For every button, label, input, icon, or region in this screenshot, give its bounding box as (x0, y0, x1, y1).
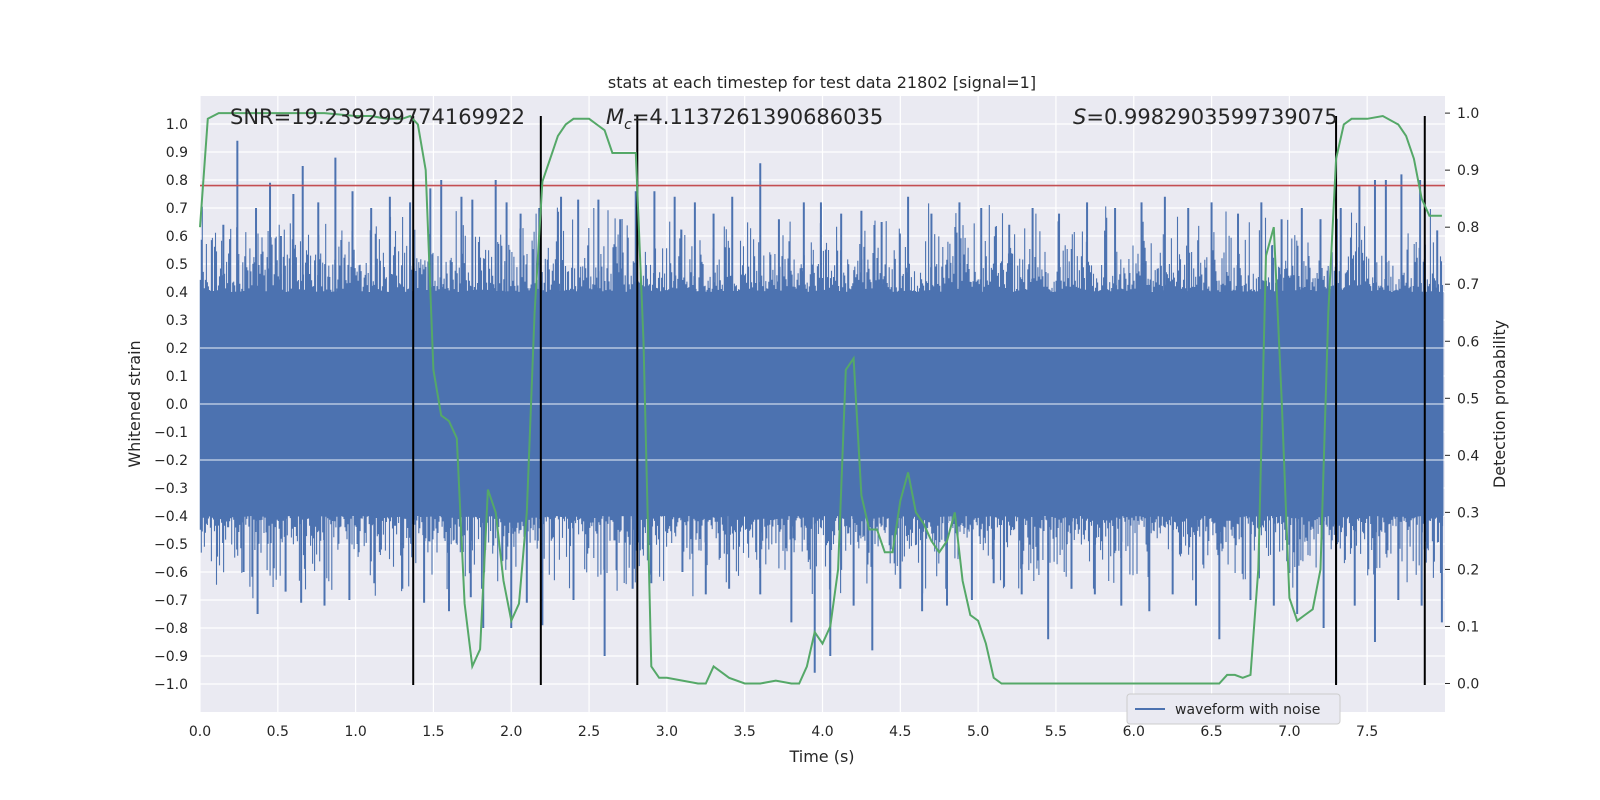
y2-tick-labels: 0.0 0.1 0.2 0.3 0.4 0.5 0.6 0.7 0.8 0.9 1.0 (1445, 106, 1479, 692)
probability-line (199, 112, 1442, 685)
y-tick-label: 0.9 (166, 145, 188, 161)
overlay-layer (200, 116, 1445, 685)
x-tick-label: 5.5 (1045, 724, 1067, 740)
chart-title: stats at each timestep for test data 218… (608, 73, 1036, 92)
x-tick-label: 6.5 (1200, 724, 1222, 740)
x-tick-label: 3.5 (734, 724, 756, 740)
y2-tick-label: 0.5 (1457, 391, 1479, 407)
y-tick-labels: −1.0 −0.9 −0.8 −0.7 −0.6 −0.5 −0.4 −0.3 −0.2 −0.1… (154, 117, 188, 693)
y-tick-label: 0.8 (166, 173, 188, 189)
annotation-chirp-mass-value: =4.1137261390686035 (632, 105, 883, 129)
y2-tick-label: 1.0 (1457, 106, 1479, 122)
y-tick-label: 1.0 (166, 117, 188, 133)
y-tick-label: −0.3 (154, 481, 188, 497)
annotation-chirp-mass: Mc=4.1137261390686035 (606, 105, 883, 133)
x-tick-label: 5.0 (967, 724, 989, 740)
legend: waveform with noise (1126, 693, 1341, 725)
waveform-line (199, 203, 1444, 599)
x-axis-label: Time (s) (788, 747, 854, 766)
y-tick-label: −1.0 (154, 677, 188, 693)
x-tick-label: 0.5 (267, 724, 289, 740)
annotation-s-value: =0.9982903599739075 (1086, 105, 1337, 129)
annotation-chirp-mass-symbol: M (606, 105, 624, 129)
y2-tick-label: 0.0 (1457, 676, 1479, 692)
x-tick-label: 1.5 (422, 724, 444, 740)
y-tick-label: −0.9 (154, 649, 188, 665)
y2-tick-label: 0.8 (1457, 220, 1479, 236)
legend-box (1126, 693, 1341, 725)
y-axis-label: Whitened strain (125, 340, 144, 467)
y-tick-label: 0.3 (166, 313, 188, 329)
x-tick-label: 4.5 (889, 724, 911, 740)
y2-tick-label: 0.1 (1457, 619, 1479, 635)
y2-tick-label: 0.6 (1457, 334, 1479, 350)
x-tick-label: 3.0 (656, 724, 678, 740)
legend-label-waveform: waveform with noise (1175, 702, 1320, 718)
x-tick-label: 6.0 (1123, 724, 1145, 740)
y-tick-label: 0.7 (166, 201, 188, 217)
y-tick-label: −0.4 (154, 509, 188, 525)
x-tick-labels: 0.0 0.5 1.0 1.5 2.0 2.5 3.0 3.5 4.0 4.5 5.0 5.5 6.0 6… (189, 724, 1378, 740)
annotation-s: S=0.9982903599739075 (1073, 105, 1338, 129)
y-tick-label: −0.2 (154, 453, 188, 469)
y2-tick-label: 0.3 (1457, 505, 1479, 521)
y-tick-label: −0.7 (154, 593, 188, 609)
y-tick-label: −0.5 (154, 537, 188, 553)
x-tick-label: 7.5 (1356, 724, 1378, 740)
y2-tick-label: 0.4 (1457, 448, 1479, 464)
x-tick-label: 0.0 (189, 724, 211, 740)
probability-layer (199, 112, 1442, 685)
y-tick-label: 0.0 (166, 397, 188, 413)
y-tick-label: 0.5 (166, 257, 188, 273)
y-tick-label: −0.6 (154, 565, 188, 581)
annotation-snr: SNR=19.239299774169922 (230, 105, 525, 129)
y-tick-label: −0.1 (154, 425, 188, 441)
y-tick-label: 0.2 (166, 341, 188, 357)
y2-tick-label: 0.7 (1457, 277, 1479, 293)
y-tick-label: 0.4 (166, 285, 188, 301)
annotation-chirp-mass-subscript: c (624, 117, 632, 133)
x-tick-label: 1.0 (344, 724, 366, 740)
x-tick-label: 4.0 (811, 724, 833, 740)
y2-tick-label: 0.9 (1457, 163, 1479, 179)
annotation-s-symbol: S (1073, 105, 1086, 129)
x-tick-label: 2.0 (500, 724, 522, 740)
x-tick-label: 2.5 (578, 724, 600, 740)
y-tick-label: −0.8 (154, 621, 188, 637)
y-tick-label: 0.6 (166, 229, 188, 245)
x-tick-label: 7.0 (1278, 724, 1300, 740)
y-tick-label: 0.1 (166, 369, 188, 385)
y2-axis-label: Detection probability (1490, 320, 1509, 488)
y2-tick-label: 0.2 (1457, 562, 1479, 578)
waveform-layer (199, 140, 1445, 684)
